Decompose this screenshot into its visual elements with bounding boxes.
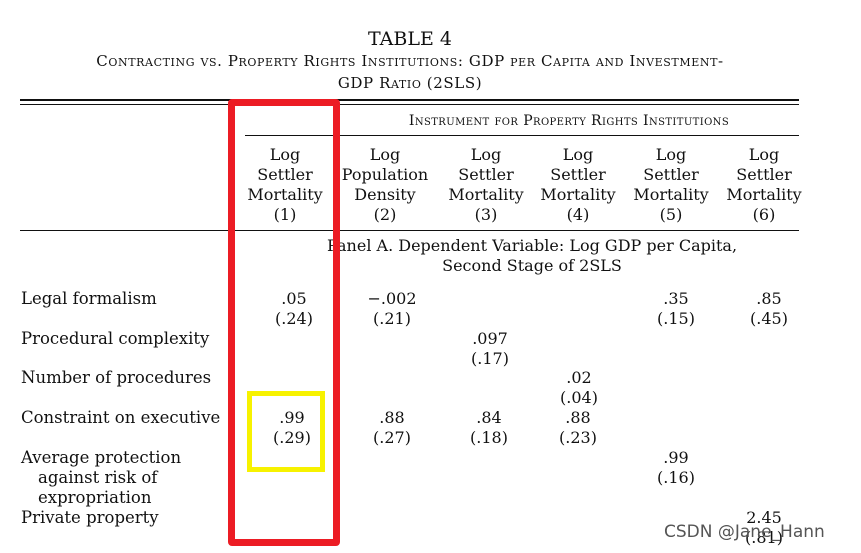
col6-line1: Log bbox=[748, 145, 780, 164]
col5-number: (5) bbox=[659, 205, 683, 224]
cell-constraint-on-executive-col2: .88 (.27) bbox=[346, 408, 438, 448]
yellow-highlight-box bbox=[247, 391, 325, 472]
col1-line2: Settler bbox=[257, 165, 313, 184]
coef: .88 bbox=[379, 408, 405, 427]
col2-line1: Log bbox=[369, 145, 401, 164]
coef: .35 bbox=[663, 289, 689, 308]
header-bottom-rule bbox=[20, 230, 799, 231]
se: (.29) bbox=[273, 428, 311, 447]
instrument-header: Instrument for Property Rights Instituti… bbox=[408, 113, 730, 129]
table-subtitle-line2: GDP Ratio (2SLS) bbox=[337, 74, 483, 92]
coef: −.002 bbox=[367, 289, 417, 308]
se: (.27) bbox=[373, 428, 411, 447]
se: (.81) bbox=[745, 528, 783, 547]
coef: .84 bbox=[476, 408, 502, 427]
col1-number: (1) bbox=[273, 205, 297, 224]
row-label-procedural-complexity: Procedural complexity bbox=[21, 329, 210, 348]
col2-line3: Density bbox=[354, 185, 416, 204]
cell-constraint-on-executive-col4: .88 (.23) bbox=[532, 408, 624, 448]
top-rule-1 bbox=[20, 99, 799, 101]
table-subtitle-line1: Contracting vs. Property Rights Institut… bbox=[96, 52, 724, 70]
cell-constraint-on-executive-col3: .84 (.18) bbox=[443, 408, 535, 448]
se: (.15) bbox=[657, 309, 695, 328]
coef: .99 bbox=[279, 408, 305, 427]
cell-private-property-col6: 2.45 (.81) bbox=[718, 508, 810, 548]
cell-legal-formalism-col5: .35 (.15) bbox=[630, 289, 722, 329]
col5-line1: Log bbox=[655, 145, 687, 164]
csdn-watermark: CSDN @Jane_Hann bbox=[664, 522, 825, 542]
coef: .05 bbox=[281, 289, 307, 308]
col4-number: (4) bbox=[566, 205, 590, 224]
top-rule-2 bbox=[20, 104, 799, 105]
row-label-private-property: Private property bbox=[21, 508, 159, 527]
cell-constraint-on-executive-col1: .99 (.29) bbox=[246, 408, 338, 448]
cell-legal-formalism-col2: −.002 (.21) bbox=[346, 289, 438, 329]
panel-a-heading: Panel A. Dependent Variable: Log GDP per… bbox=[322, 236, 742, 276]
row-label-average-protection-line1: Average protection bbox=[21, 448, 182, 467]
column-header-5: Log Settler Mortality (5) bbox=[625, 145, 717, 225]
col6-line3: Mortality bbox=[726, 185, 802, 204]
red-highlight-box bbox=[228, 99, 340, 546]
cell-number-of-procedures-col4: .02 (.04) bbox=[533, 368, 625, 408]
col4-line1: Log bbox=[562, 145, 594, 164]
row-label-legal-formalism: Legal formalism bbox=[21, 289, 157, 308]
column-header-1: Log Settler Mortality (1) bbox=[239, 145, 331, 225]
cell-legal-formalism-col1: .05 (.24) bbox=[248, 289, 340, 329]
cell-legal-formalism-col6: .85 (.45) bbox=[723, 289, 815, 329]
row-label-average-protection-line3: expropriation bbox=[38, 488, 152, 507]
column-header-3: Log Settler Mortality (3) bbox=[440, 145, 532, 225]
col3-line1: Log bbox=[470, 145, 502, 164]
table-title: TABLE 4 bbox=[368, 28, 452, 50]
se: (.17) bbox=[471, 349, 509, 368]
col1-line1: Log bbox=[269, 145, 301, 164]
panel-a-line1: Panel A. Dependent Variable: Log GDP per… bbox=[326, 236, 738, 255]
se: (.18) bbox=[470, 428, 508, 447]
col4-line3: Mortality bbox=[540, 185, 616, 204]
se: (.16) bbox=[657, 468, 695, 487]
coef: .85 bbox=[756, 289, 782, 308]
col6-number: (6) bbox=[752, 205, 776, 224]
col3-number: (3) bbox=[474, 205, 498, 224]
coef: .02 bbox=[566, 368, 592, 387]
coef: .88 bbox=[565, 408, 591, 427]
coef: .99 bbox=[663, 448, 689, 467]
row-label-average-protection-line2: against risk of bbox=[38, 468, 158, 487]
col3-line2: Settler bbox=[458, 165, 514, 184]
se: (.24) bbox=[275, 309, 313, 328]
cell-procedural-complexity-col3: .097 (.17) bbox=[444, 329, 536, 369]
column-header-6: Log Settler Mortality (6) bbox=[718, 145, 810, 225]
col5-line3: Mortality bbox=[633, 185, 709, 204]
cell-average-protection-col5: .99 (.16) bbox=[630, 448, 722, 488]
se: (.04) bbox=[560, 388, 598, 407]
panel-a-line2: Second Stage of 2SLS bbox=[442, 256, 622, 275]
row-label-average-protection: Average protection against risk of expro… bbox=[21, 448, 181, 508]
col6-line2: Settler bbox=[736, 165, 792, 184]
coef: .097 bbox=[472, 329, 508, 348]
coef: 2.45 bbox=[746, 508, 782, 527]
col4-line2: Settler bbox=[550, 165, 606, 184]
col2-number: (2) bbox=[373, 205, 397, 224]
se: (.45) bbox=[750, 309, 788, 328]
row-label-constraint-on-executive: Constraint on executive bbox=[21, 408, 221, 427]
column-header-4: Log Settler Mortality (4) bbox=[532, 145, 624, 225]
se: (.23) bbox=[559, 428, 597, 447]
col5-line2: Settler bbox=[643, 165, 699, 184]
col3-line3: Mortality bbox=[448, 185, 524, 204]
se: (.21) bbox=[373, 309, 411, 328]
instrument-rule bbox=[245, 135, 799, 136]
col2-line2: Population bbox=[341, 165, 429, 184]
col1-line3: Mortality bbox=[247, 185, 323, 204]
column-header-2: Log Population Density (2) bbox=[339, 145, 431, 225]
row-label-number-of-procedures: Number of procedures bbox=[21, 368, 212, 387]
